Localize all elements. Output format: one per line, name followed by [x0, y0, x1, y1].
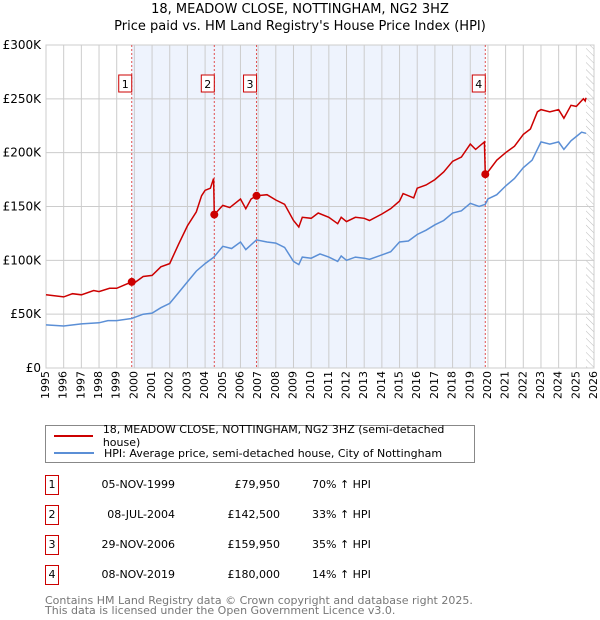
- x-tick-label: 2000: [127, 371, 140, 399]
- x-tick-label: 1998: [92, 371, 105, 399]
- price-chart: 1995 1996 1997 1998 1999 2000 2001 2002 2003 2004…: [3, 38, 600, 399]
- x-tick-label: 2025: [569, 371, 582, 399]
- x-tick-label: 2015: [393, 371, 406, 399]
- sale-number: 1: [45, 475, 59, 495]
- sale-point: [127, 277, 136, 286]
- legend: 18, MEADOW CLOSE, NOTTINGHAM, NG2 3HZ (s…: [45, 423, 475, 463]
- x-tick-label: 2004: [198, 371, 211, 399]
- x-tick-label: 2010: [304, 371, 317, 399]
- x-tick-label: 2020: [481, 371, 494, 399]
- x-tick-label: 2006: [233, 371, 246, 399]
- x-tick-label: 2023: [534, 371, 547, 399]
- sale-number: 2: [45, 505, 59, 525]
- sale-number: 3: [45, 535, 59, 555]
- sale-label: 3: [247, 78, 254, 91]
- x-tick-label: 2022: [516, 371, 529, 399]
- x-tick-label: 2026: [587, 371, 600, 399]
- x-tick-label: 2009: [286, 371, 299, 399]
- x-tick-label: 2024: [552, 371, 565, 399]
- x-tick-label: 2007: [251, 371, 264, 399]
- hpi-diff: 33% ↑ HPI: [312, 508, 371, 521]
- x-tick-label: 2003: [180, 371, 193, 399]
- chart-subtitle: Price paid vs. HM Land Registry's House …: [114, 19, 486, 34]
- sale-label: 4: [475, 78, 482, 91]
- sale-number: 4: [45, 565, 59, 585]
- sale-price: £180,000: [227, 568, 281, 581]
- x-tick-label: 2018: [446, 371, 459, 399]
- x-tick-label: 2001: [145, 371, 158, 399]
- table-row: 2 08-JUL-2004 £142,500 33% ↑ HPI: [45, 505, 445, 525]
- y-tick-label: £50K: [10, 307, 42, 321]
- x-tick-label: 2002: [163, 371, 176, 399]
- y-tick-label: £300K: [3, 38, 43, 52]
- sale-label: 1: [122, 78, 129, 91]
- legend-item-hpi: HPI: Average price, semi-detached house,…: [54, 445, 442, 461]
- hpi-diff: 70% ↑ HPI: [312, 478, 371, 491]
- sale-date: 08-NOV-2019: [101, 568, 175, 581]
- x-tick-label: 2014: [375, 371, 388, 399]
- y-tick-label: £250K: [3, 92, 43, 106]
- x-tick-label: 2016: [410, 371, 423, 399]
- x-tick-label: 2021: [499, 371, 512, 399]
- y-tick-label: £0: [26, 361, 41, 375]
- sale-point: [252, 191, 261, 200]
- hpi-diff: 35% ↑ HPI: [312, 538, 371, 551]
- sale-date: 05-NOV-1999: [101, 478, 175, 491]
- sale-label-box: [200, 74, 215, 93]
- sale-date: 08-JUL-2004: [107, 508, 175, 521]
- plot-border: [45, 44, 595, 369]
- x-tick-label: 2019: [463, 371, 476, 399]
- y-tick-label: £200K: [3, 146, 43, 160]
- sale-label: 2: [204, 78, 211, 91]
- x-tick-label: 2017: [428, 371, 441, 399]
- sale-price: £142,500: [227, 508, 281, 521]
- legend-swatch-blue: [54, 452, 94, 454]
- x-tick-label: 1996: [57, 371, 70, 399]
- sale-label-box: [471, 74, 486, 93]
- property-price-line: [45, 97, 587, 298]
- x-tick-label: 1995: [39, 371, 52, 399]
- hpi-line: [45, 131, 587, 327]
- x-tick-label: 2013: [357, 371, 370, 399]
- sale-price: £79,950: [234, 478, 281, 491]
- sale-date: 29-NOV-2006: [101, 538, 175, 551]
- y-tick-label: £150K: [3, 200, 43, 214]
- legend-swatch-red: [54, 435, 93, 437]
- sale-label-box: [243, 74, 258, 93]
- legend-label: 18, MEADOW CLOSE, NOTTINGHAM, NG2 3HZ (s…: [102, 423, 445, 449]
- hpi-diff: 14% ↑ HPI: [312, 568, 371, 581]
- sale-price: £159,950: [227, 538, 281, 551]
- x-tick-label: 1999: [110, 371, 123, 399]
- sale-label-box: [118, 74, 133, 93]
- x-tick-label: 1997: [74, 371, 87, 399]
- sale-point: [210, 210, 219, 219]
- table-row: 3 29-NOV-2006 £159,950 35% ↑ HPI: [45, 535, 445, 555]
- footer-copyright: Contains HM Land Registry data © Crown c…: [45, 594, 473, 607]
- x-tick-label: 2005: [216, 371, 229, 399]
- x-tick-label: 2012: [340, 371, 353, 399]
- legend-item-property: 18, MEADOW CLOSE, NOTTINGHAM, NG2 3HZ (s…: [54, 423, 474, 449]
- chart-title: 18, MEADOW CLOSE, NOTTINGHAM, NG2 3HZ: [151, 2, 449, 17]
- legend-label: HPI: Average price, semi-detached house,…: [104, 446, 443, 460]
- table-row: 1 05-NOV-1999 £79,950 70% ↑ HPI: [45, 475, 445, 495]
- x-tick-label: 2011: [322, 371, 335, 399]
- footer-licence: This data is licensed under the Open Gov…: [45, 604, 396, 617]
- y-tick-label: £100K: [3, 253, 43, 267]
- sale-point: [481, 170, 490, 179]
- table-row: 4 08-NOV-2019 £180,000 14% ↑ HPI: [45, 565, 445, 585]
- x-tick-label: 2008: [269, 371, 282, 399]
